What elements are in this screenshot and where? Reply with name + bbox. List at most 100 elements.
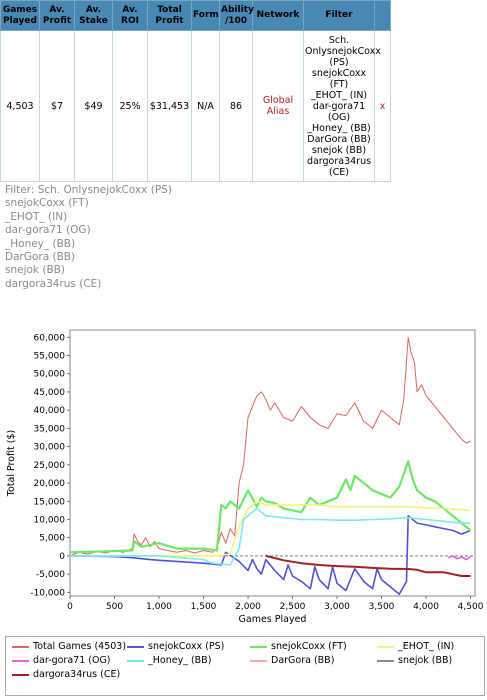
profit-chart: -10,000 -5,000 0 5,000 10,000 15,000 20,000 25,…	[0, 318, 487, 700]
x-tick-label: 1,500	[191, 602, 217, 612]
y-tick-label: 15,000	[34, 497, 66, 507]
header-total-profit[interactable]: Total Profit	[147, 0, 192, 31]
y-axis-label: Total Profit ($)	[6, 430, 17, 497]
filter-line: OnlysnejokCoxx	[305, 45, 381, 57]
y-tick-label: -10,000	[30, 588, 65, 598]
filter-summary-line: snejokCoxx (FT)	[5, 197, 89, 210]
cell-filter: Sch. OnlysnejokCoxx (PS) snejokCoxx (FT)…	[303, 30, 381, 182]
filter-summary-line: _EHOT_ (IN)	[5, 210, 68, 223]
legend-item: snejokCoxx (FT)	[250, 641, 347, 652]
chart-legend: Total Games (4503) snejokCoxx (PS) snejokC…	[5, 636, 485, 696]
legend-label: snejok (BB)	[398, 655, 453, 666]
series-line-honey-bb	[70, 507, 471, 566]
legend-swatch	[127, 645, 144, 648]
filter-line: (CE)	[328, 166, 350, 178]
series-line-dar-gora71-og	[447, 555, 471, 561]
legend-item: snejok (BB)	[377, 655, 452, 666]
filter-line: _Honey_ (BB)	[307, 122, 371, 134]
y-tick-label: 60,000	[34, 333, 66, 343]
header-network[interactable]: Network	[252, 0, 304, 31]
filter-line: Sch.	[328, 34, 350, 46]
header-av-stake[interactable]: Av. Stake	[74, 0, 113, 31]
filter-line: dar-gora71	[312, 100, 366, 112]
x-tick-label: 4,000	[413, 602, 439, 612]
legend-item: _EHOT_ (IN)	[377, 641, 454, 652]
header-av-roi[interactable]: Av. ROI	[112, 0, 148, 31]
y-tick-label: 40,000	[34, 406, 66, 416]
legend-label: DarGora (BB)	[271, 655, 335, 666]
legend-swatch	[12, 645, 29, 648]
x-tick-label: 2,500	[280, 602, 306, 612]
header-ability[interactable]: Ability /100	[219, 0, 254, 31]
cell-total-profit: $31,453	[147, 30, 192, 182]
legend-item: dargora34rus (CE)	[12, 669, 120, 680]
x-tick-label: 500	[106, 602, 123, 612]
y-tick-label: 45,000	[34, 388, 66, 398]
stats-table: Games Played Av. Profit Av. Stake Av. RO…	[0, 0, 391, 182]
filter-summary-line: DarGora (BB)	[5, 251, 76, 264]
filter-line: snejok (BB)	[311, 144, 367, 156]
filter-summary-line: _Honey_ (BB)	[5, 237, 76, 250]
x-tick-label: 0	[67, 602, 73, 612]
cell-av-roi: 25%	[112, 30, 148, 182]
header-av-profit[interactable]: Av. Profit	[39, 0, 75, 31]
legend-label: _Honey_ (BB)	[148, 655, 212, 666]
y-tick-label: -5,000	[36, 570, 65, 580]
table-row: 4,503 $7 $49 25% $31,453 N/A 86 Global A…	[0, 30, 391, 182]
filter-line: DarGora (BB)	[307, 133, 371, 145]
y-tick-label: 10,000	[34, 515, 66, 525]
filter-summary-line: dar-gora71 (OG)	[5, 224, 91, 237]
header-form[interactable]: Form	[191, 0, 220, 31]
legend-item: snejokCoxx (PS)	[127, 641, 224, 652]
legend-swatch	[250, 659, 267, 662]
cell-network-link[interactable]: Global Alias	[252, 30, 304, 182]
legend-label: dar-gora71 (OG)	[33, 655, 111, 666]
y-tick-label: 35,000	[34, 424, 66, 434]
legend-label: snejokCoxx (PS)	[148, 641, 225, 652]
x-tick-label: 1,000	[146, 602, 172, 612]
series-line-total-games-4503	[69, 336, 471, 557]
legend-item: DarGora (BB)	[250, 655, 334, 666]
legend-label: snejokCoxx (FT)	[271, 641, 347, 652]
header-empty	[374, 0, 391, 31]
cell-av-stake: $49	[74, 30, 113, 182]
y-tick-label: 30,000	[34, 443, 66, 453]
remove-filter-button[interactable]: x	[374, 30, 391, 182]
filter-line: (FT)	[329, 78, 349, 90]
cell-ability: 86	[219, 30, 253, 182]
y-tick-label: 5,000	[39, 534, 65, 544]
header-filter[interactable]: Filter	[303, 0, 375, 31]
filter-line: dargora34rus	[306, 155, 372, 167]
filter-line: snejokCoxx	[311, 67, 367, 79]
x-tick-label: 2,000	[235, 602, 261, 612]
filter-summary-line: snejok (BB)	[5, 264, 65, 277]
y-tick-label: 55,000	[34, 352, 66, 362]
legend-label: _EHOT_ (IN)	[398, 641, 455, 652]
series-line-ehot-in	[70, 500, 471, 557]
y-tick-label: 20,000	[34, 479, 66, 489]
x-tick-label: 3,500	[369, 602, 395, 612]
profit-chart-svg: -10,000 -5,000 0 5,000 10,000 15,000 20,000 25,…	[6, 329, 484, 625]
series-line-dargora34rus-ce	[265, 554, 471, 577]
filter-summary-line: Filter: Sch. OnlysnejokCoxx (PS)	[5, 184, 172, 196]
legend-swatch	[127, 659, 144, 662]
series-line-snejokcoxx-ps	[69, 515, 471, 596]
legend-item: Total Games (4503)	[12, 641, 126, 652]
filter-line: (PS)	[329, 56, 349, 68]
cell-av-profit: $7	[39, 30, 75, 182]
legend-label: dargora34rus (CE)	[33, 669, 121, 680]
x-axis-label: Games Played	[239, 614, 307, 625]
x-tick-label: 4,500	[458, 602, 484, 612]
legend-item: _Honey_ (BB)	[127, 655, 211, 666]
cell-form: N/A	[191, 30, 220, 182]
legend-swatch	[250, 645, 267, 648]
header-games-played[interactable]: Games Played	[0, 0, 40, 31]
legend-swatch	[377, 659, 394, 662]
cell-games-played: 4,503	[0, 30, 40, 182]
legend-swatch	[12, 659, 29, 662]
legend-item: dar-gora71 (OG)	[12, 655, 111, 666]
table-header-row: Games Played Av. Profit Av. Stake Av. RO…	[0, 0, 391, 31]
filter-summary: Filter: Sch. OnlysnejokCoxx (PS) snejokC…	[5, 184, 172, 291]
filter-line: (OG)	[327, 111, 351, 123]
x-tick-label: 3,000	[324, 602, 350, 612]
